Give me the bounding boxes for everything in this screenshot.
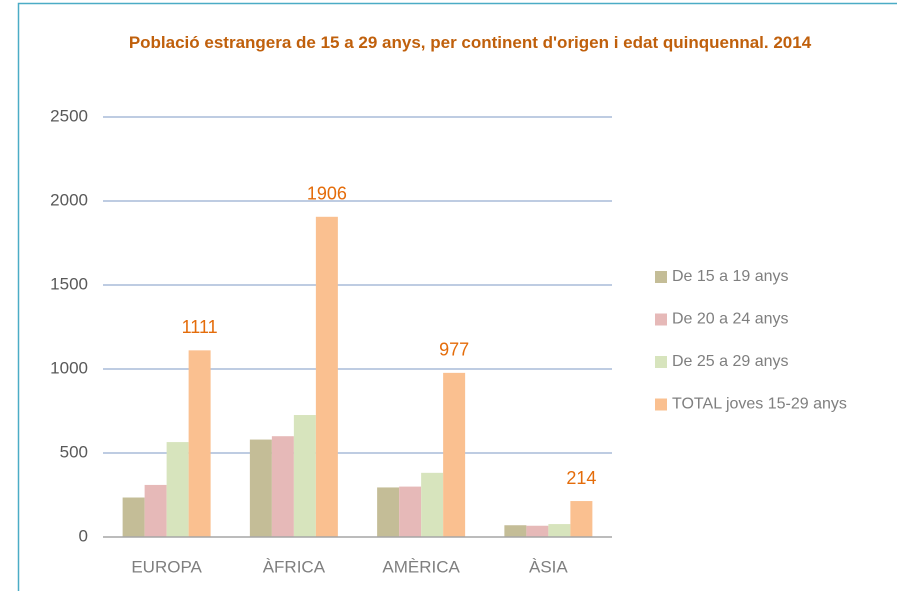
bar	[188, 350, 211, 537]
legend-label: De 25 a 29 anys	[672, 353, 789, 370]
data-label: 1906	[307, 184, 347, 204]
y-tick-label: 1500	[50, 274, 88, 293]
y-tick-label: 2000	[50, 190, 88, 209]
bar	[249, 439, 272, 537]
bar	[293, 415, 316, 537]
x-tick-label: AMÈRICA	[382, 557, 460, 576]
y-tick-label: 0	[79, 526, 88, 545]
data-label: 977	[439, 340, 469, 360]
bar	[122, 497, 145, 537]
x-tick-label: ÀFRICA	[263, 557, 326, 576]
bar	[504, 525, 527, 537]
bar	[570, 501, 593, 537]
chart-frame	[17, 2, 897, 591]
legend-label: De 20 a 24 anys	[672, 311, 789, 328]
data-label: 1111	[182, 317, 218, 337]
bar	[315, 216, 338, 538]
bar	[399, 486, 422, 537]
legend-swatch	[655, 356, 667, 368]
legend-label: TOTAL joves 15-29 anys	[672, 396, 847, 413]
legend-swatch	[655, 398, 667, 411]
bar	[548, 524, 571, 537]
y-tick-label: 1000	[50, 358, 88, 377]
legend-swatch	[655, 271, 667, 283]
legend-label: De 15 a 19 anys	[672, 268, 789, 285]
bar	[421, 472, 444, 537]
bar	[271, 436, 294, 537]
bar	[443, 372, 466, 537]
y-tick-label: 2500	[50, 106, 88, 125]
bar	[166, 442, 189, 537]
bar	[526, 525, 549, 537]
bar	[144, 484, 167, 537]
x-tick-label: ÀSIA	[529, 557, 568, 576]
bar	[377, 487, 400, 537]
data-label: 214	[566, 468, 596, 488]
y-tick-label: 500	[60, 442, 88, 461]
chart-title: Població estrangera de 15 a 29 anys, per…	[128, 33, 812, 52]
legend-swatch	[655, 313, 667, 326]
x-tick-label: EUROPA	[131, 557, 202, 576]
